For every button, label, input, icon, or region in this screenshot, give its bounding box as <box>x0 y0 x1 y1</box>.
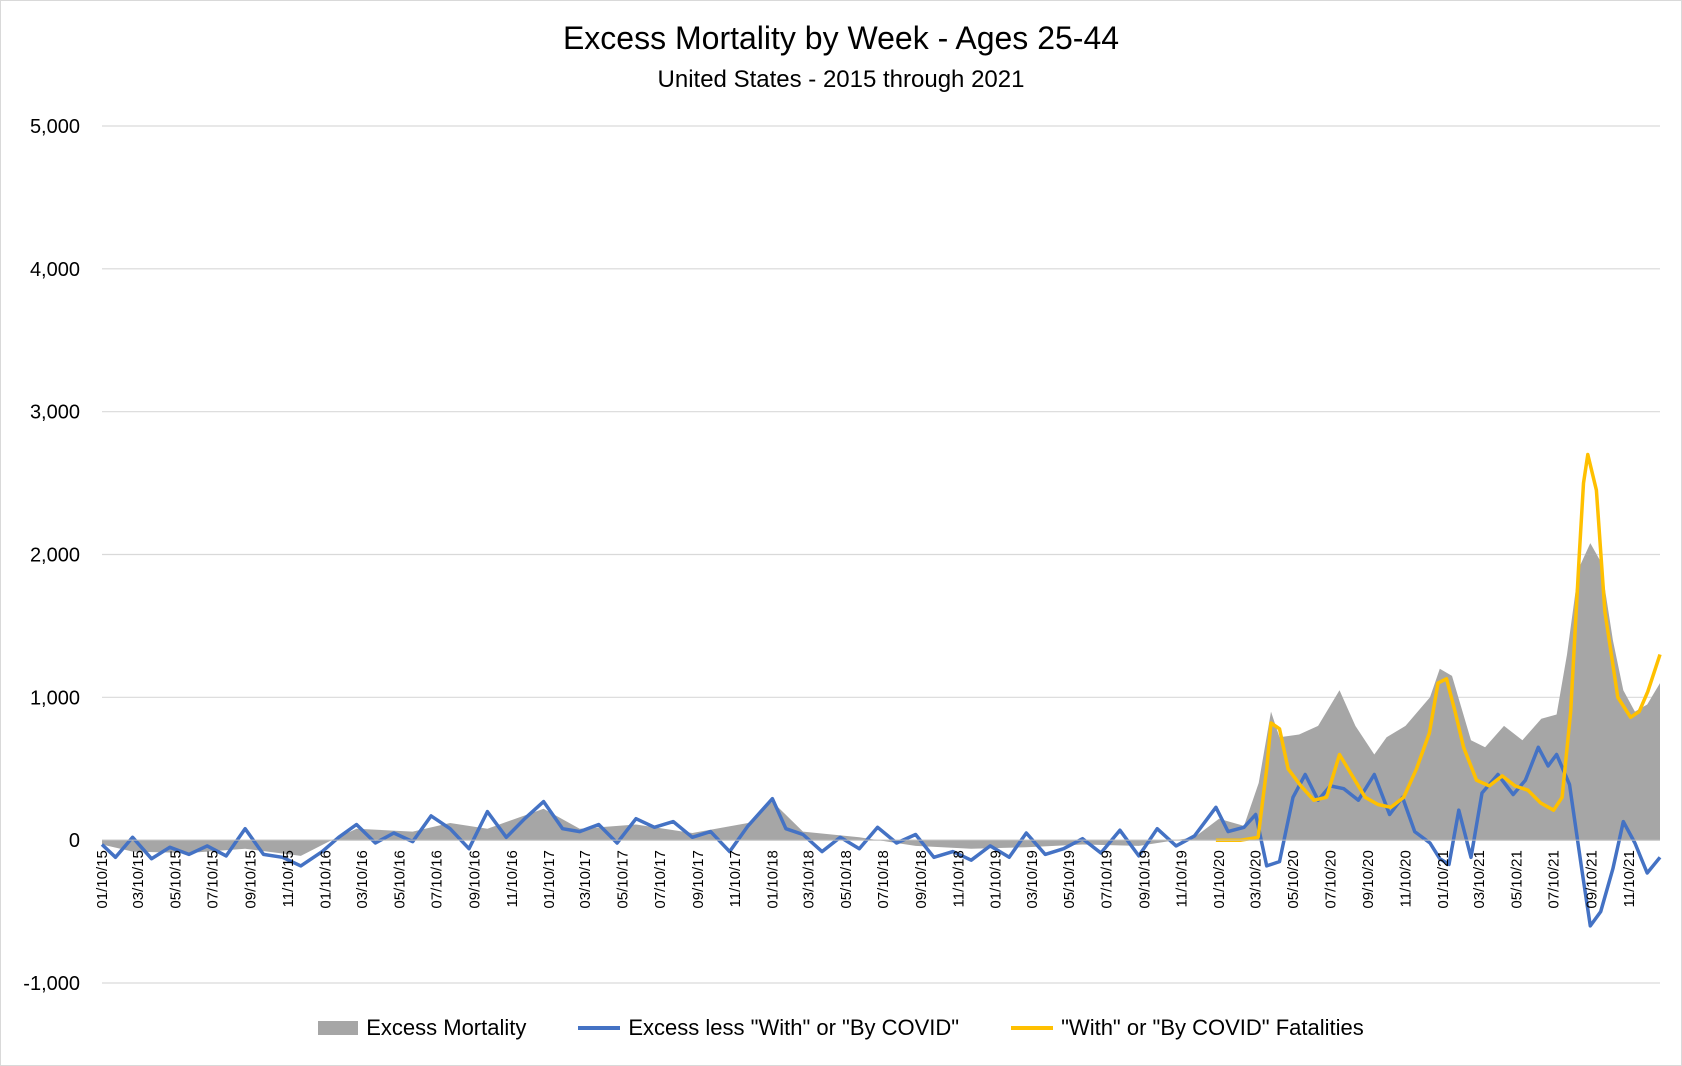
x-tick-label: 09/10/17 <box>690 850 707 908</box>
x-tick-label: 05/10/18 <box>838 850 855 908</box>
y-tick-label: 1,000 <box>30 687 80 709</box>
y-tick-label: 3,000 <box>30 402 80 424</box>
legend-label-excess-less-covid: Excess less "With" or "By COVID" <box>628 1015 960 1040</box>
legend: Excess Mortality Excess less "With" or "… <box>0 1015 1682 1041</box>
x-tick-label: 01/10/20 <box>1211 850 1228 908</box>
legend-label-excess-mortality: Excess Mortality <box>366 1015 527 1040</box>
legend-item-excess-mortality: Excess Mortality <box>318 1015 526 1041</box>
x-tick-label: 03/10/15 <box>130 850 147 908</box>
x-tick-label: 05/10/16 <box>391 850 408 908</box>
series-excess-mortality-area <box>102 543 1660 856</box>
legend-item-excess-less-covid: Excess less "With" or "By COVID" <box>578 1015 959 1041</box>
x-tick-label: 01/10/16 <box>317 850 334 908</box>
y-tick-label: 4,000 <box>30 259 80 281</box>
x-tick-label: 03/10/19 <box>1024 850 1041 908</box>
x-tick-label: 01/10/18 <box>764 850 781 908</box>
x-tick-label: 09/10/21 <box>1584 850 1601 908</box>
x-tick-label: 01/10/21 <box>1435 850 1452 908</box>
chart-subtitle: United States - 2015 through 2021 <box>657 66 1025 93</box>
x-tick-label: 11/10/18 <box>950 850 967 907</box>
series-covid-fatalities-line <box>1215 452 1662 842</box>
x-tick-label: 07/10/18 <box>875 850 892 908</box>
x-tick-label: 05/10/20 <box>1285 850 1302 908</box>
x-tick-label: 09/10/20 <box>1360 850 1377 908</box>
x-tick-label: 07/10/17 <box>652 850 669 908</box>
x-tick-label: 03/10/21 <box>1471 850 1488 908</box>
x-tick-label: 03/10/16 <box>354 850 371 908</box>
y-tick-label: 2,000 <box>30 545 80 567</box>
x-axis: 01/10/15 03/10/15 05/10/15 07/10/15 09/10/15… <box>94 839 1660 909</box>
series-layer <box>100 452 1662 928</box>
x-tick-label: 03/10/20 <box>1248 850 1265 908</box>
x-tick-label: 05/10/19 <box>1061 850 1078 908</box>
x-tick-label: 09/10/15 <box>243 850 260 908</box>
x-tick-label: 05/10/15 <box>167 850 184 908</box>
legend-item-covid-fatalities: "With" or "By COVID" Fatalities <box>1011 1015 1364 1041</box>
legend-label-covid-fatalities: "With" or "By COVID" Fatalities <box>1061 1015 1364 1040</box>
x-tick-label: 07/10/15 <box>205 850 222 908</box>
x-tick-label: 01/10/19 <box>988 850 1005 908</box>
x-tick-label: 11/10/21 <box>1621 850 1638 907</box>
chart-title: Excess Mortality by Week - Ages 25-44 <box>562 20 1120 56</box>
x-tick-label: 09/10/16 <box>467 850 484 908</box>
x-tick-label: 03/10/18 <box>801 850 818 908</box>
x-tick-label: 07/10/20 <box>1322 850 1339 908</box>
x-tick-label: 11/10/15 <box>280 850 297 907</box>
x-tick-label: 09/10/18 <box>913 850 930 908</box>
x-tick-label: 07/10/16 <box>429 850 446 908</box>
x-tick-label: 03/10/17 <box>577 850 594 908</box>
x-tick-label: 01/10/17 <box>541 850 558 908</box>
y-tick-label: 5,000 <box>30 116 80 138</box>
x-tick-label: 05/10/21 <box>1508 850 1525 908</box>
series-excess-less-covid-line <box>100 745 1662 928</box>
x-tick-label: 07/10/19 <box>1098 850 1115 908</box>
y-tick-label: -1,000 <box>23 973 80 995</box>
legend-swatch-excess-mortality <box>318 1021 359 1035</box>
legend-swatch-excess-less-covid <box>578 1026 621 1030</box>
x-tick-label: 01/10/15 <box>94 850 111 908</box>
x-tick-label: 11/10/17 <box>727 850 744 907</box>
legend-swatch-covid-fatalities <box>1011 1026 1054 1030</box>
x-tick-label: 09/10/19 <box>1136 850 1153 908</box>
x-tick-label: 05/10/17 <box>615 850 632 908</box>
y-axis: 5,000 4,000 3,000 2,000 1,000 0 -1,000 <box>23 116 80 995</box>
x-tick-label: 11/10/16 <box>504 850 521 907</box>
x-tick-label: 11/10/19 <box>1174 850 1191 907</box>
x-tick-label: 11/10/20 <box>1398 850 1415 907</box>
y-tick-label: 0 <box>69 830 80 852</box>
x-tick-label: 07/10/21 <box>1546 850 1563 908</box>
